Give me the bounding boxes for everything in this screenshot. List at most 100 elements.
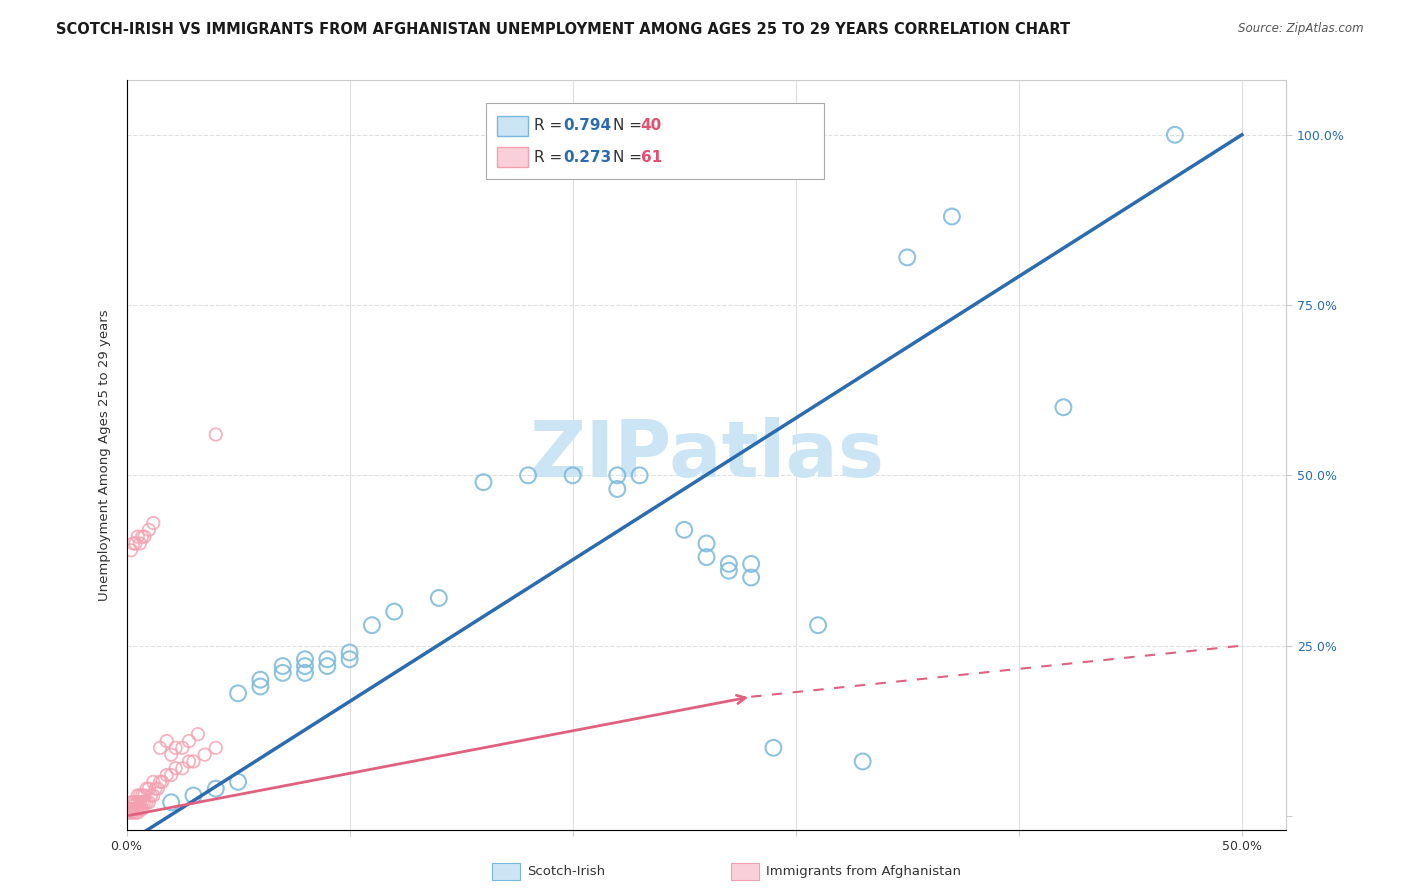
Point	[177, 734, 200, 748]
Point	[204, 427, 226, 442]
Point	[149, 740, 172, 755]
Point	[129, 536, 152, 550]
Point	[339, 645, 361, 659]
Point	[740, 570, 762, 584]
Point	[160, 768, 183, 782]
Point	[160, 795, 183, 809]
Point	[673, 523, 696, 537]
Text: 0.794: 0.794	[564, 119, 612, 134]
Point	[156, 768, 179, 782]
Point	[717, 557, 740, 571]
Point	[695, 536, 717, 550]
Point	[160, 747, 183, 762]
Point	[472, 475, 495, 490]
Point	[122, 795, 145, 809]
Text: 61: 61	[641, 150, 662, 165]
Text: N =: N =	[613, 150, 647, 165]
Point	[131, 789, 153, 803]
Point	[361, 618, 384, 632]
Point	[124, 805, 146, 820]
Point	[127, 805, 149, 820]
Point	[382, 605, 405, 619]
Point	[131, 795, 153, 809]
Y-axis label: Unemployment Among Ages 25 to 29 years: Unemployment Among Ages 25 to 29 years	[97, 310, 111, 600]
Text: SCOTCH-IRISH VS IMMIGRANTS FROM AFGHANISTAN UNEMPLOYMENT AMONG AGES 25 TO 29 YEA: SCOTCH-IRISH VS IMMIGRANTS FROM AFGHANIS…	[56, 22, 1070, 37]
Point	[177, 755, 200, 769]
Point	[131, 802, 153, 816]
Point	[127, 795, 149, 809]
Point	[138, 523, 160, 537]
Point	[896, 251, 918, 265]
Point	[187, 727, 209, 741]
Point	[135, 781, 157, 796]
Point	[1164, 128, 1187, 142]
Text: N =: N =	[613, 119, 647, 134]
Text: 0.273: 0.273	[564, 150, 612, 165]
Point	[183, 755, 205, 769]
Point	[294, 659, 316, 673]
Point	[628, 468, 651, 483]
Point	[740, 557, 762, 571]
Point	[561, 468, 583, 483]
Point	[294, 665, 316, 680]
Point	[142, 516, 165, 530]
Text: Scotch-Irish: Scotch-Irish	[527, 865, 606, 878]
Point	[142, 775, 165, 789]
Point	[271, 659, 294, 673]
Point	[852, 755, 875, 769]
Point	[294, 652, 316, 666]
Point	[316, 652, 339, 666]
Point	[226, 775, 249, 789]
Point	[339, 652, 361, 666]
Point	[131, 530, 153, 544]
Point	[165, 740, 187, 755]
Point	[120, 795, 142, 809]
Point	[142, 789, 165, 803]
Point	[127, 802, 149, 816]
Point	[138, 795, 160, 809]
Point	[204, 781, 226, 796]
Point	[134, 795, 156, 809]
Point	[427, 591, 450, 605]
Point	[172, 761, 194, 775]
Point	[138, 781, 160, 796]
Point	[194, 747, 217, 762]
Point	[122, 802, 145, 816]
Point	[717, 564, 740, 578]
Text: R =: R =	[534, 150, 567, 165]
Text: Immigrants from Afghanistan: Immigrants from Afghanistan	[766, 865, 962, 878]
Point	[606, 468, 628, 483]
Text: Source: ZipAtlas.com: Source: ZipAtlas.com	[1239, 22, 1364, 36]
Point	[139, 789, 162, 803]
Point	[129, 802, 152, 816]
Point	[762, 740, 785, 755]
Point	[122, 805, 145, 820]
Point	[249, 680, 271, 694]
Point	[127, 789, 149, 803]
Point	[134, 789, 156, 803]
Point	[183, 789, 205, 803]
Point	[204, 740, 226, 755]
Point	[807, 618, 830, 632]
Point	[941, 210, 963, 224]
Point	[120, 802, 142, 816]
Point	[172, 740, 194, 755]
Point	[165, 761, 187, 775]
Point	[149, 775, 172, 789]
Point	[249, 673, 271, 687]
Point	[124, 795, 146, 809]
Text: R =: R =	[534, 119, 567, 134]
Point	[118, 802, 141, 816]
Text: ZIPatlas: ZIPatlas	[529, 417, 884, 493]
Point	[135, 795, 157, 809]
Point	[120, 543, 142, 558]
Point	[127, 530, 149, 544]
Point	[129, 789, 152, 803]
Point	[146, 781, 169, 796]
Point	[226, 686, 249, 700]
Point	[134, 530, 156, 544]
Point	[129, 795, 152, 809]
Point	[271, 665, 294, 680]
Point	[145, 781, 167, 796]
Point	[606, 482, 628, 496]
